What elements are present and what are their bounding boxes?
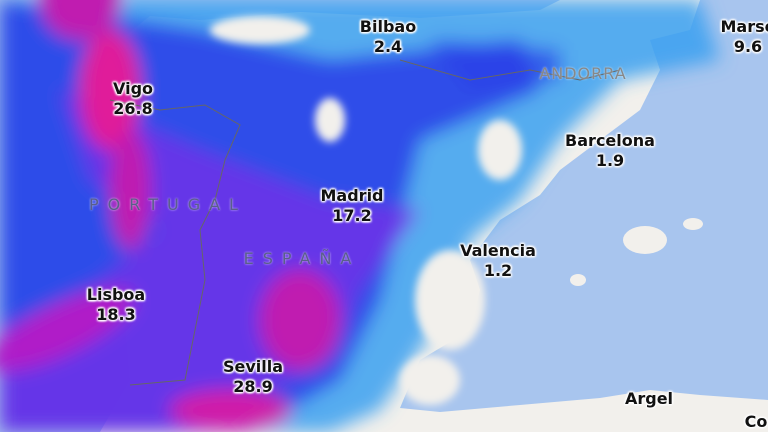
city-argel[interactable]: Argel (625, 389, 673, 409)
city-value: 1.9 (595, 151, 625, 170)
city-marseille[interactable]: Marse9.6 (721, 17, 768, 57)
island-menorca (683, 218, 703, 230)
city-valencia[interactable]: Valencia 1.2 (460, 241, 536, 281)
city-barcelona[interactable]: Barcelona 1.9 (565, 131, 655, 171)
country-label-andorra: ANDORRA (539, 64, 627, 83)
city-value: 26.8 (113, 99, 153, 118)
city-name: Barcelona (565, 131, 655, 150)
city-value: 18.3 (96, 305, 136, 324)
island-ibiza (570, 274, 586, 286)
city-name: Co (744, 412, 768, 431)
city-bilbao[interactable]: Bilbao 2.4 (360, 17, 416, 57)
country-label-espana: ESPAÑA (243, 249, 361, 268)
city-madrid[interactable]: Madrid 17.2 (321, 186, 384, 226)
city-name: Bilbao (359, 17, 417, 36)
precipitation-layer (0, 0, 720, 432)
country-label-portugal: PORTUGAL (89, 195, 247, 214)
city-name: Madrid (320, 186, 384, 205)
city-name: Vigo (112, 79, 154, 98)
sea-mediterranean (400, 0, 768, 412)
city-name: Sevilla (222, 357, 284, 376)
city-value: 2.4 (373, 37, 403, 56)
city-value: 17.2 (332, 206, 372, 225)
city-vigo[interactable]: Vigo 26.8 (113, 79, 153, 119)
island-mallorca (623, 226, 667, 254)
border-portugal (109, 99, 241, 386)
border-france (399, 59, 621, 81)
dry-patches (210, 16, 522, 405)
city-lisboa[interactable]: Lisboa 18.3 (87, 285, 145, 325)
city-co[interactable]: Co (745, 412, 768, 432)
city-value: 1.2 (483, 261, 513, 280)
city-name: Marse (720, 17, 768, 36)
city-name: Argel (624, 389, 674, 408)
city-sevilla[interactable]: Sevilla 28.9 (223, 357, 283, 397)
city-value: 28.9 (233, 377, 273, 396)
city-name: Valencia (460, 241, 536, 260)
city-value: 9.6 (733, 37, 763, 56)
city-name: Lisboa (86, 285, 146, 304)
